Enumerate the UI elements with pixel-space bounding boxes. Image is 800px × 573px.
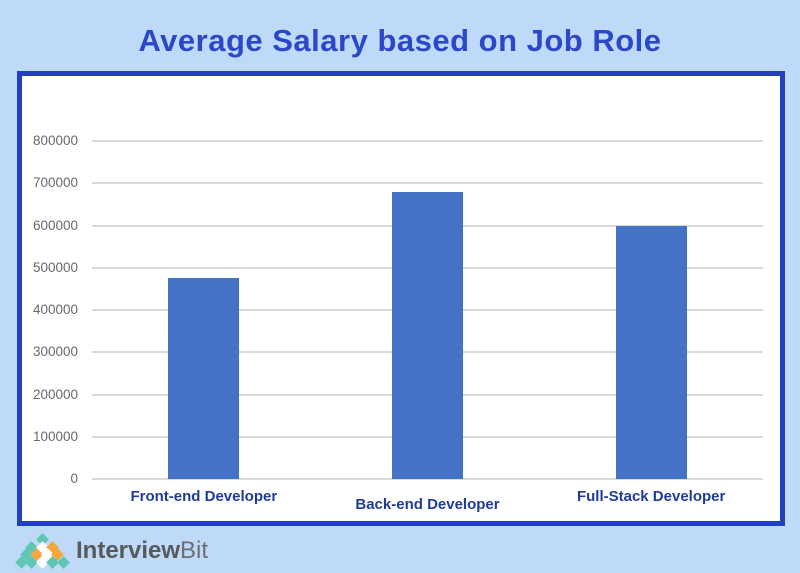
x-axis-category-label: Front-end Developer <box>130 488 278 505</box>
y-axis-tick-label: 0 <box>70 471 78 486</box>
logo-text-secondary: Bit <box>180 537 209 564</box>
y-axis-tick-label: 700000 <box>32 175 78 191</box>
x-axis-category-label: Full-Stack Developer <box>576 488 726 505</box>
gridline <box>92 182 763 185</box>
bar-1 <box>168 278 240 479</box>
gridline <box>92 140 763 142</box>
footer-logo: InterviewBit <box>14 531 208 571</box>
y-axis-tick-label: 300000 <box>32 344 78 360</box>
gridline <box>92 478 763 480</box>
logo-text-primary: Interview <box>76 537 181 564</box>
interviewbit-logo-icon <box>14 533 70 569</box>
y-axis-tick-label: 500000 <box>32 259 78 275</box>
y-axis-tick-label: 400000 <box>32 302 78 317</box>
chart-panel: 0 100000 200000 300000 400000 500000 600000 700… <box>17 71 785 526</box>
bar-2 <box>392 191 463 479</box>
y-axis-tick-label: 800000 <box>32 133 78 148</box>
x-axis-category-label: Back-end Developer <box>355 496 500 513</box>
chart-title: Average Salary based on Job Role <box>138 23 662 58</box>
y-axis-tick-label: 600000 <box>32 217 78 233</box>
plot-area <box>92 140 763 480</box>
interviewbit-logo-text: InterviewBit <box>76 533 208 569</box>
bar-3 <box>615 225 687 479</box>
y-axis-tick-label: 100000 <box>32 428 78 444</box>
y-axis-tick-label: 200000 <box>32 386 78 402</box>
